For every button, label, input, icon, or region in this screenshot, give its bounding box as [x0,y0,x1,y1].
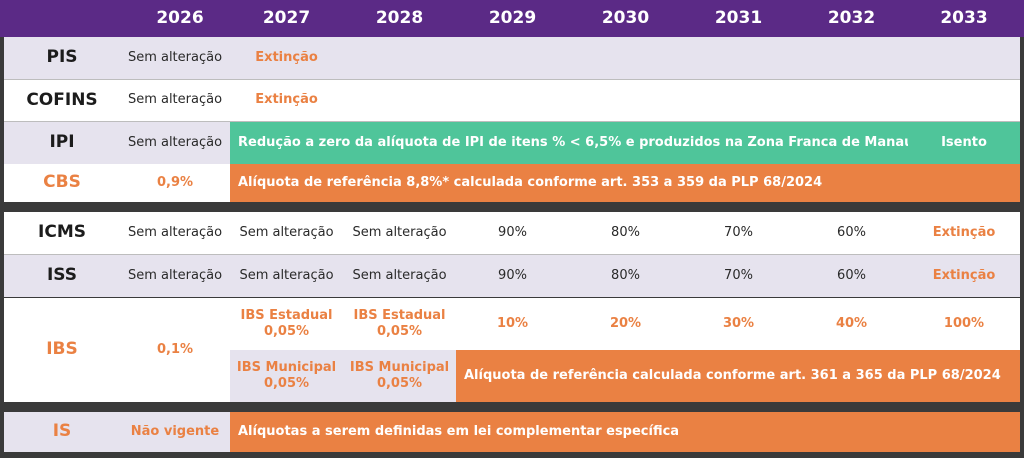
ibs-estadual-label: IBS Estadual [353,307,446,323]
year-2028: 2028 [375,7,424,28]
ibs-municipal-label: IBS Municipal [236,359,337,375]
iss-2028: Sem alteração [352,267,447,283]
ibs-2026: 0,1% [156,341,194,357]
icms-2030: 80% [611,224,640,240]
ibs-municipal-value: 0,05% [376,376,423,391]
icms-2033: Extinção [932,224,996,240]
ibs-2029: 10% [496,315,529,331]
row-divider [4,121,1020,122]
label-is: IS [52,421,72,442]
icms-2027: Sem alteração [239,224,334,240]
header-bar [0,0,1024,37]
ibs-estadual-value: 0,05% [263,324,310,339]
ipi-2026: Sem alteração [127,134,223,150]
ibs-2033: 100% [943,315,985,331]
icms-2026: Sem alteração [127,224,223,240]
is-2026: Não vigente [130,423,220,439]
ibs-2031: 30% [722,315,755,331]
year-2029: 2029 [488,7,537,28]
cbs-2026: 0,9% [156,174,194,190]
row-icms [4,212,1020,254]
label-ibs: IBS [46,339,78,360]
row-cofins [4,80,1020,121]
ibs-reference-band: Alíquota de referência calculada conform… [456,350,1020,402]
ipi-reduction-band: Redução a zero da alíquota de IPI de ite… [230,122,921,164]
iss-2029: 90% [498,267,527,283]
ibs-estadual-2028: IBS Estadual 0,05% [343,300,456,348]
ibs-estadual-value: 0,05% [376,324,423,339]
iss-2033: Extinção [932,267,996,283]
icms-2029: 90% [498,224,527,240]
ipi-2033: Isento [908,122,1020,164]
cofins-2027: Extinção [255,92,318,108]
year-2031: 2031 [714,7,763,28]
iss-2030: 80% [611,267,640,283]
ibs-municipal-label: IBS Municipal [349,359,450,375]
iss-2027: Sem alteração [239,267,334,283]
ibs-municipal-value: 0,05% [263,376,310,391]
row-iss [4,255,1020,297]
icms-2028: Sem alteração [352,224,447,240]
pis-2026: Sem alteração [127,49,223,65]
label-cofins: COFINS [26,89,98,110]
cbs-reference-band: Alíquota de referência 8,8%* calculada c… [230,164,1020,202]
ibs-estadual-2027: IBS Estadual 0,05% [230,300,343,348]
label-icms: ICMS [38,222,86,243]
row-divider [4,254,1020,255]
cofins-2026: Sem alteração [127,92,223,108]
is-definition-band: Alíquotas a serem definidas em lei compl… [230,412,1020,452]
iss-2031: 70% [724,267,753,283]
year-2032: 2032 [827,7,876,28]
label-cbs: CBS [43,172,81,193]
ibs-municipal-2027: IBS Municipal 0,05% [230,350,343,402]
iss-2026: Sem alteração [127,267,223,283]
label-ipi: IPI [49,132,75,153]
ibs-2030: 20% [609,315,642,331]
ibs-municipal-2028: IBS Municipal 0,05% [343,350,456,402]
pis-2027: Extinção [255,49,318,65]
year-2030: 2030 [601,7,650,28]
label-iss: ISS [46,265,78,286]
icms-2032: 60% [837,224,866,240]
year-2026: 2026 [156,7,204,28]
row-pis [4,37,1020,79]
iss-2032: 60% [837,267,866,283]
year-2027: 2027 [262,7,311,28]
ibs-estadual-label: IBS Estadual [240,307,333,323]
row-divider [4,79,1020,80]
icms-2031: 70% [724,224,753,240]
year-2033: 2033 [940,7,988,28]
ibs-2032: 40% [835,315,868,331]
label-pis: PIS [46,47,78,68]
